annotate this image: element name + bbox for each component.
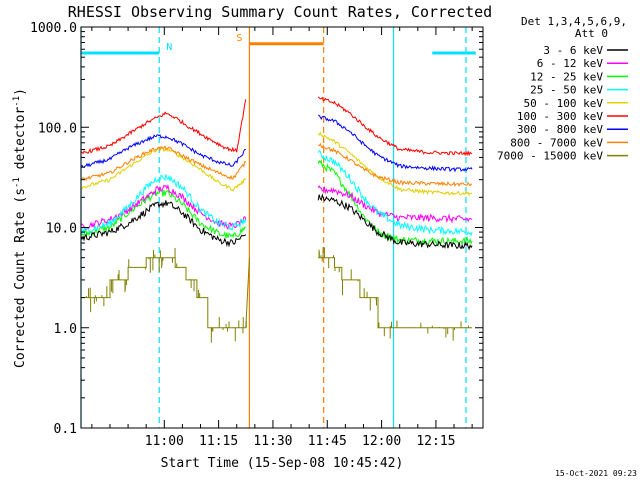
legend-entry-label: 300 - 800 keV [517, 123, 603, 136]
y-axis-label: Corrected Count Rate (s-1 detector-1) [12, 88, 28, 368]
legend-entry-label: 50 - 100 keV [524, 97, 604, 110]
series-line-0-seg2 [317, 193, 473, 251]
legend-entry-label: 12 - 25 keV [530, 70, 603, 83]
series-line-4-seg2 [317, 131, 473, 197]
flag-label-2: S [236, 33, 242, 44]
y-tick-label: 100.0 [38, 121, 77, 136]
y-tick-label: 0.1 [54, 422, 77, 437]
series-line-6-seg2 [317, 114, 473, 173]
y-axis-label-mid: detector [13, 107, 28, 178]
event-markers [80, 27, 467, 428]
y-tick-label: 1.0 [54, 322, 77, 337]
legend-header-line2: Att 0 [575, 27, 608, 40]
series-line-5-seg2 [317, 96, 473, 157]
legend-header-line1: Det 1,3,4,5,6,9, [521, 15, 627, 28]
y-axis-label-sup1: -1 [12, 177, 22, 188]
series-line-3-seg2 [317, 149, 473, 237]
legend-entry-label: 25 - 50 keV [530, 84, 603, 97]
series-line-0-seg1 [80, 200, 247, 248]
timestamp: 15-Oct-2021 09:23 [555, 469, 637, 478]
series-line-2-seg1 [80, 189, 246, 239]
legend-entry-label: 6 - 12 keV [537, 57, 604, 70]
axis-ticks [81, 27, 483, 429]
x-tick-label: 11:30 [253, 434, 292, 449]
chart-title: RHESSI Observing Summary Count Rates, Co… [68, 3, 492, 21]
x-tick-label: 12:15 [416, 434, 455, 449]
y-tick-label: 1000.0 [30, 21, 77, 36]
series-lines [80, 96, 473, 343]
x-axis-label: Start Time (15-Sep-08 10:45:42) [161, 456, 404, 471]
x-tick-label: 12:00 [362, 434, 401, 449]
series-line-5-seg1 [80, 99, 247, 155]
y-axis-label-main: Corrected Count Rate (s [13, 188, 28, 368]
series-line-3-seg1 [80, 174, 247, 235]
x-tick-label: 11:15 [199, 434, 238, 449]
flag-label-0: N [166, 42, 172, 53]
axis-tick-labels: 11:00 11:15 11:30 11:45 12:00 12:15 1000.0 100.… [30, 21, 455, 449]
series-line-8-seg1 [81, 257, 250, 329]
y-tick-label: 10.0 [46, 222, 77, 237]
legend-entry-label: 7000 - 15000 keV [497, 150, 603, 163]
series-line-7-seg1 [80, 145, 247, 182]
legend-entry-label: 800 - 7000 keV [510, 136, 603, 149]
x-tick-label: 11:00 [145, 434, 184, 449]
x-tick-label: 11:45 [308, 434, 347, 449]
legend-entry-label: 100 - 300 keV [517, 110, 603, 123]
legend-entry-label: 3 - 6 keV [543, 44, 603, 57]
y-axis-label-end: ) [13, 88, 28, 96]
series-line-1-seg1 [80, 183, 247, 230]
series-line-7-seg2 [318, 142, 473, 188]
series-line-6-seg1 [80, 134, 246, 168]
mode-flags: NS [81, 33, 476, 55]
series-line-1-seg2 [317, 185, 473, 224]
y-axis-label-sup2: -1 [12, 96, 22, 107]
